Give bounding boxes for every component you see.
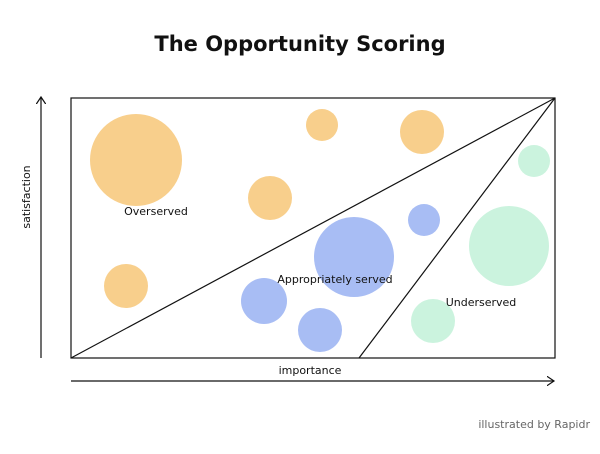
region-label: Overserved bbox=[124, 205, 188, 218]
bubble bbox=[469, 206, 549, 286]
bubble bbox=[408, 204, 440, 236]
bubble bbox=[241, 278, 287, 324]
bubble bbox=[518, 145, 550, 177]
bubble bbox=[400, 110, 444, 154]
y-axis-label: satisfaction bbox=[20, 165, 33, 228]
divider bbox=[70, 97, 556, 359]
title: The Opportunity Scoring bbox=[154, 32, 445, 56]
bubble bbox=[90, 114, 182, 206]
bubble bbox=[104, 264, 148, 308]
credit: illustrated by Rapidr bbox=[478, 418, 590, 431]
bubble bbox=[411, 299, 455, 343]
frame bbox=[70, 97, 556, 359]
bubbles bbox=[90, 109, 550, 352]
x-axis-label: importance bbox=[279, 364, 342, 377]
bubble bbox=[248, 176, 292, 220]
region-label: Underserved bbox=[446, 296, 517, 309]
divider bbox=[358, 97, 556, 359]
region-label: Appropriately served bbox=[277, 273, 392, 286]
bubble bbox=[314, 217, 394, 297]
bubble bbox=[298, 308, 342, 352]
bubble bbox=[306, 109, 338, 141]
